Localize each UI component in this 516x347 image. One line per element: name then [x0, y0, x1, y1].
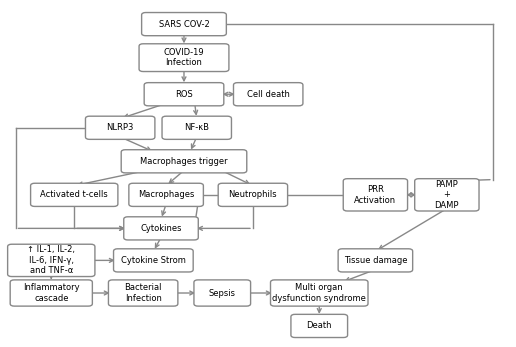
Text: Cell death: Cell death	[247, 90, 289, 99]
FancyBboxPatch shape	[124, 217, 198, 240]
Text: Cytokine Strom: Cytokine Strom	[121, 256, 186, 265]
FancyBboxPatch shape	[144, 83, 224, 106]
Text: Cytokines: Cytokines	[140, 224, 182, 233]
Text: ↑ IL-1, IL-2,
IL-6, IFN-γ,
and TNF-α: ↑ IL-1, IL-2, IL-6, IFN-γ, and TNF-α	[27, 245, 75, 275]
Text: NLRP3: NLRP3	[106, 123, 134, 132]
FancyBboxPatch shape	[270, 280, 368, 306]
Text: Macrophages: Macrophages	[138, 191, 195, 199]
FancyBboxPatch shape	[8, 244, 95, 277]
FancyBboxPatch shape	[338, 249, 413, 272]
Text: Multi organ
dysfunction syndrome: Multi organ dysfunction syndrome	[272, 283, 366, 303]
Text: Tissue damage: Tissue damage	[344, 256, 407, 265]
Text: Bacterial
Infection: Bacterial Infection	[124, 283, 162, 303]
Text: Neutrophils: Neutrophils	[229, 191, 277, 199]
Text: PAMP
+
DAMP: PAMP + DAMP	[434, 180, 459, 210]
Text: ROS: ROS	[175, 90, 193, 99]
Text: Activated t-cells: Activated t-cells	[40, 191, 108, 199]
Text: SARS COV-2: SARS COV-2	[158, 20, 209, 28]
FancyBboxPatch shape	[129, 183, 203, 206]
FancyBboxPatch shape	[86, 116, 155, 139]
Text: Macrophages trigger: Macrophages trigger	[140, 157, 228, 166]
FancyBboxPatch shape	[10, 280, 92, 306]
FancyBboxPatch shape	[30, 183, 118, 206]
Text: Sepsis: Sepsis	[209, 288, 236, 297]
FancyBboxPatch shape	[114, 249, 193, 272]
FancyBboxPatch shape	[415, 179, 479, 211]
Text: Inflammatory
cascade: Inflammatory cascade	[23, 283, 79, 303]
FancyBboxPatch shape	[291, 314, 348, 338]
Text: Death: Death	[307, 321, 332, 330]
FancyBboxPatch shape	[141, 12, 227, 36]
Text: PRR
Activation: PRR Activation	[354, 185, 396, 204]
FancyBboxPatch shape	[194, 280, 251, 306]
FancyBboxPatch shape	[234, 83, 303, 106]
FancyBboxPatch shape	[121, 150, 247, 173]
Text: NF-κB: NF-κB	[184, 123, 209, 132]
FancyBboxPatch shape	[343, 179, 408, 211]
FancyBboxPatch shape	[218, 183, 287, 206]
FancyBboxPatch shape	[108, 280, 178, 306]
FancyBboxPatch shape	[162, 116, 232, 139]
Text: COVID-19
Infection: COVID-19 Infection	[164, 48, 204, 67]
FancyBboxPatch shape	[139, 44, 229, 71]
